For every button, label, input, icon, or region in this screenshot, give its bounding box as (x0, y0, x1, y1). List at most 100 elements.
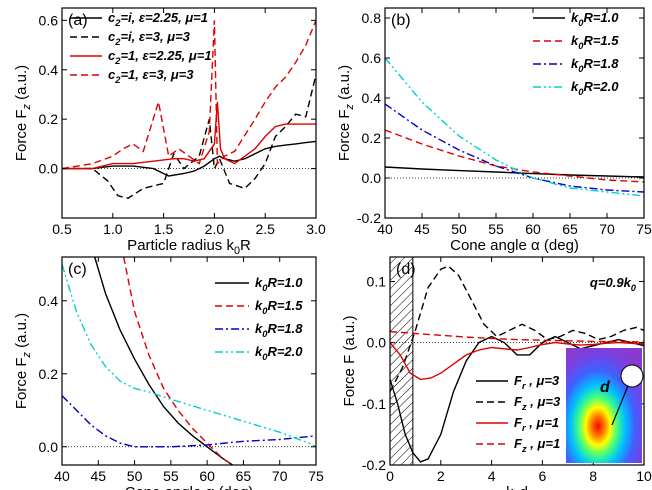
x-tick-label: 65 (562, 221, 578, 237)
legend-entry: k0R=1.5 (255, 298, 303, 316)
legend-entry: k0R=1.0 (255, 275, 303, 293)
series-line-3 (390, 330, 644, 343)
legend-entry: c2=i, ε=2.25, μ=1 (108, 10, 208, 28)
x-tick-label: 1.5 (154, 221, 174, 237)
x-tick-label: 6 (539, 468, 547, 484)
x-tick-label: 50 (127, 468, 143, 484)
series-line-2 (385, 103, 644, 193)
plot-frame (61, 256, 317, 466)
legend-entry: k0R=1.5 (571, 33, 619, 51)
series-group (390, 265, 644, 463)
y-tick-label: -0.2 (362, 457, 386, 473)
y-tick-label: 0.2 (39, 111, 59, 127)
x-tick-label: 0.5 (52, 221, 72, 237)
legend-entry: Fz , μ=1 (514, 436, 560, 454)
panel-label: (d) (396, 261, 416, 278)
x-tick-label: 60 (525, 221, 541, 237)
y-tick-label: 0.8 (362, 10, 382, 26)
series-line-1 (123, 257, 233, 465)
x-tick-label: 55 (163, 468, 179, 484)
y-tick-label: 0.4 (39, 62, 59, 78)
y-tick-label: 0.4 (362, 90, 382, 106)
x-tick-label: 50 (451, 221, 467, 237)
legend-entry: Fz , μ=3 (514, 394, 561, 412)
x-tick-label: 2.5 (255, 221, 275, 237)
y-tick-label: -0.2 (357, 210, 381, 226)
x-axis-label: Cone angle α (deg) (125, 484, 254, 490)
y-tick-label: 0.0 (362, 170, 382, 186)
series-line-1 (390, 265, 644, 392)
inset-particle (620, 364, 644, 388)
x-tick-label: 45 (90, 468, 106, 484)
series-line-1 (385, 129, 644, 183)
plot-frame (61, 7, 317, 219)
legend-entry: k0R=1.8 (255, 321, 303, 339)
x-tick-label: 60 (199, 468, 215, 484)
series-line-1 (62, 74, 316, 199)
series-group (385, 57, 644, 197)
legend-entry: k0R=2.0 (255, 344, 303, 362)
legend-entry: c2=i, ε=3, μ=3 (108, 29, 191, 47)
x-tick-label: 8 (589, 468, 597, 484)
series-line-3 (62, 20, 316, 170)
legend-entry: Fr , μ=3 (514, 373, 560, 391)
x-tick-label: 40 (54, 468, 70, 484)
y-tick-label: 0.6 (362, 50, 382, 66)
x-tick-label: 3.0 (306, 221, 326, 237)
panel-label: (b) (391, 12, 411, 29)
legend-entry: k0R=1.0 (571, 10, 619, 28)
annotation-text: q=0.9k0 (590, 275, 637, 293)
y-tick-label: 0.0 (367, 335, 387, 351)
series-line-2 (62, 101, 316, 170)
series-line-2 (390, 341, 644, 381)
y-tick-label: 0.2 (362, 130, 382, 146)
x-tick-label: 2.0 (205, 221, 225, 237)
x-tick-label: 55 (488, 221, 504, 237)
y-tick-label: 0.0 (39, 161, 59, 177)
x-axis-label: k0d (506, 484, 528, 490)
y-axis-label: Force Fz (a.u.) (336, 65, 356, 161)
series-line-3 (385, 57, 644, 197)
x-tick-label: 1.0 (103, 221, 123, 237)
panel-label: (c) (68, 261, 87, 278)
legend-entry: k0R=2.0 (571, 79, 619, 97)
x-tick-label: 70 (272, 468, 288, 484)
panel-label: (a) (68, 12, 88, 29)
plot-frame (389, 256, 645, 466)
series-line-0 (385, 166, 644, 178)
legend-entry: Fr , μ=1 (514, 415, 559, 433)
legend-entry: c2=1, ε=2.25, μ=1 (108, 48, 212, 66)
series-line-0 (62, 140, 316, 177)
series-line-3 (62, 264, 316, 448)
y-tick-label: 0.6 (39, 12, 59, 28)
legend-entry: k0R=1.8 (571, 56, 619, 74)
inset-field-map: d (566, 348, 644, 463)
x-tick-label: 4 (488, 468, 496, 484)
inset-label: d (600, 379, 611, 396)
series-group (62, 20, 316, 199)
chart-panel-3: 0 2 4 6 8 10 -0.2 -0.1 0.0 0.1 k0d Force F (a.u.) (d… (341, 256, 652, 490)
x-axis-label: Cone angle α (deg) (450, 237, 579, 254)
x-tick-label: 0 (386, 468, 394, 484)
hatched-region (389, 256, 414, 466)
chart-panel-0: 0.5 1.0 1.5 2.0 2.5 3.0 0.0 0.2 0.4 0.6 Particle r… (13, 7, 326, 257)
y-axis-label: Force Fz (a.u.) (13, 65, 33, 161)
chart-panel-2: 40 45 50 55 60 65 70 75 0.0 0.2 0.4 Cone angle α (d… (13, 256, 324, 490)
y-tick-label: 0.0 (39, 439, 59, 455)
y-axis-label: Force Fz (a.u.) (13, 313, 33, 409)
y-tick-label: -0.1 (362, 396, 386, 412)
x-tick-label: 2 (437, 468, 445, 484)
y-tick-label: 0.2 (39, 366, 59, 382)
x-tick-label: 75 (636, 221, 652, 237)
plot-frame (384, 7, 645, 219)
chart-panel-1: 40 45 50 55 60 65 70 75 -0.2 0.0 0.2 0.4 0.6 0.8 Cone … (336, 7, 652, 254)
legend-entry: c2=1, ε=3, μ=3 (108, 67, 194, 85)
y-tick-label: 0.4 (39, 293, 59, 309)
x-tick-label: 40 (377, 221, 393, 237)
series-line-2 (62, 395, 316, 448)
x-axis-label: Particle radius k0R (127, 237, 251, 257)
series-group (62, 257, 316, 465)
x-tick-label: 75 (308, 468, 324, 484)
y-tick-label: 0.1 (367, 273, 387, 289)
x-tick-label: 45 (414, 221, 430, 237)
